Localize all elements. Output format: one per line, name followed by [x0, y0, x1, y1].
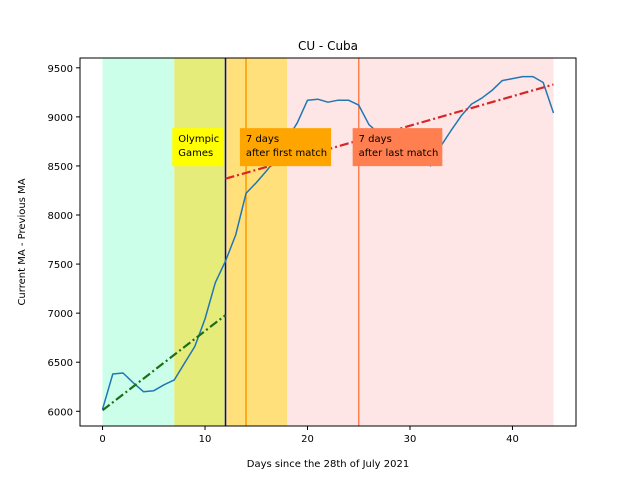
- series-line-0: [101, 75, 555, 410]
- x-tick-label-3: 30: [404, 434, 417, 445]
- y-axis-label: Current MA - Previous MA: [17, 178, 28, 305]
- x-tick-label-1: 10: [199, 434, 212, 445]
- annotation-1: 7 days after first match: [239, 128, 332, 167]
- y-tick-label-5: 8500: [48, 162, 73, 173]
- annotation-2: 7 days after last match: [352, 128, 443, 167]
- annotation-text-0-1: Games: [178, 148, 213, 159]
- annotation-box-0: [172, 128, 224, 167]
- shaded-regions: [102, 58, 554, 426]
- annotation-text-2-0: 7 days: [359, 134, 392, 145]
- x-tick-label-4: 40: [506, 434, 519, 445]
- annotation-box-2: [352, 128, 443, 167]
- annotation-box-1: [239, 128, 332, 167]
- y-tick-label-2: 7000: [48, 309, 73, 320]
- annotation-text-0-0: Olympic: [178, 134, 219, 145]
- shaded-region-0: [102, 58, 175, 426]
- annotation-text-1-1: after first match: [246, 148, 327, 159]
- x-axis-label: Days since the 28th of July 2021: [247, 459, 409, 470]
- trend-line-0: [101, 314, 227, 412]
- annotation-text-2-1: after last match: [359, 148, 439, 159]
- shaded-region-3: [287, 58, 554, 426]
- y-axis-ticks: 6000 6500 7000 7500 8000 8500 9000 9500: [48, 64, 80, 418]
- annotation-text-1-0: 7 days: [246, 134, 279, 145]
- y-tick-label-0: 6000: [48, 407, 73, 418]
- y-tick-label-4: 8000: [48, 211, 73, 222]
- y-tick-label-1: 6500: [48, 358, 73, 369]
- chart-title: CU - Cuba: [298, 39, 358, 53]
- y-tick-label-7: 9500: [48, 64, 73, 75]
- data-series: [101, 75, 555, 410]
- x-tick-label-2: 20: [301, 434, 314, 445]
- vertical-markers: [224, 58, 360, 426]
- annotation-0: Olympic Games: [172, 128, 224, 167]
- plot-frame: [79, 57, 577, 427]
- y-tick-label-6: 9000: [48, 113, 73, 124]
- shaded-region-2: [225, 58, 288, 426]
- x-axis-ticks: 0 10 20 30 40: [99, 426, 519, 445]
- shaded-region-1: [174, 58, 226, 426]
- y-tick-label-3: 7500: [48, 260, 73, 271]
- x-tick-label-0: 0: [99, 434, 105, 445]
